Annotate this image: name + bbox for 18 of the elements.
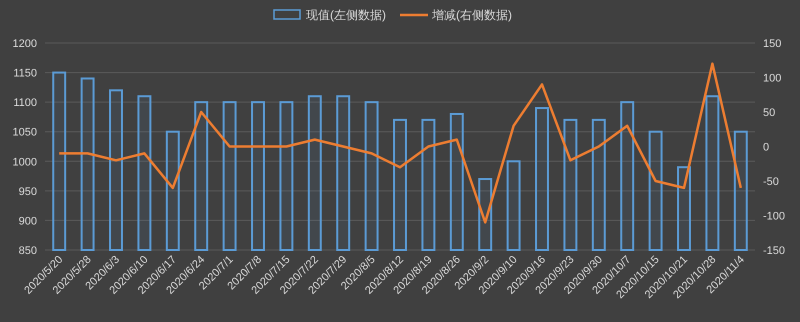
y-tick-label: 1100: [13, 97, 37, 110]
y2-tick-label: 0: [763, 142, 770, 154]
y-tick-label: 1000: [12, 156, 37, 168]
y-tick-label: 950: [18, 186, 37, 198]
y2-tick-label: -100: [763, 210, 786, 222]
y2-tick-label: 100: [763, 72, 782, 84]
legend-label: 现值(左侧数据): [306, 8, 386, 22]
y2-tick-label: 150: [763, 38, 782, 50]
y-tick-label: 1050: [12, 126, 37, 139]
line-series: [58, 62, 742, 224]
y-tick-label: 850: [18, 245, 37, 257]
legend-label: 增减(右侧数据): [431, 8, 512, 22]
y2-tick-label: 50: [763, 107, 776, 119]
y-tick-label: 900: [18, 215, 37, 228]
y2-tick-label: -150: [763, 245, 786, 257]
y-tick-label: 1150: [13, 68, 37, 80]
y-tick-label: 1200: [12, 38, 37, 50]
y2-tick-label: -50: [763, 176, 779, 188]
